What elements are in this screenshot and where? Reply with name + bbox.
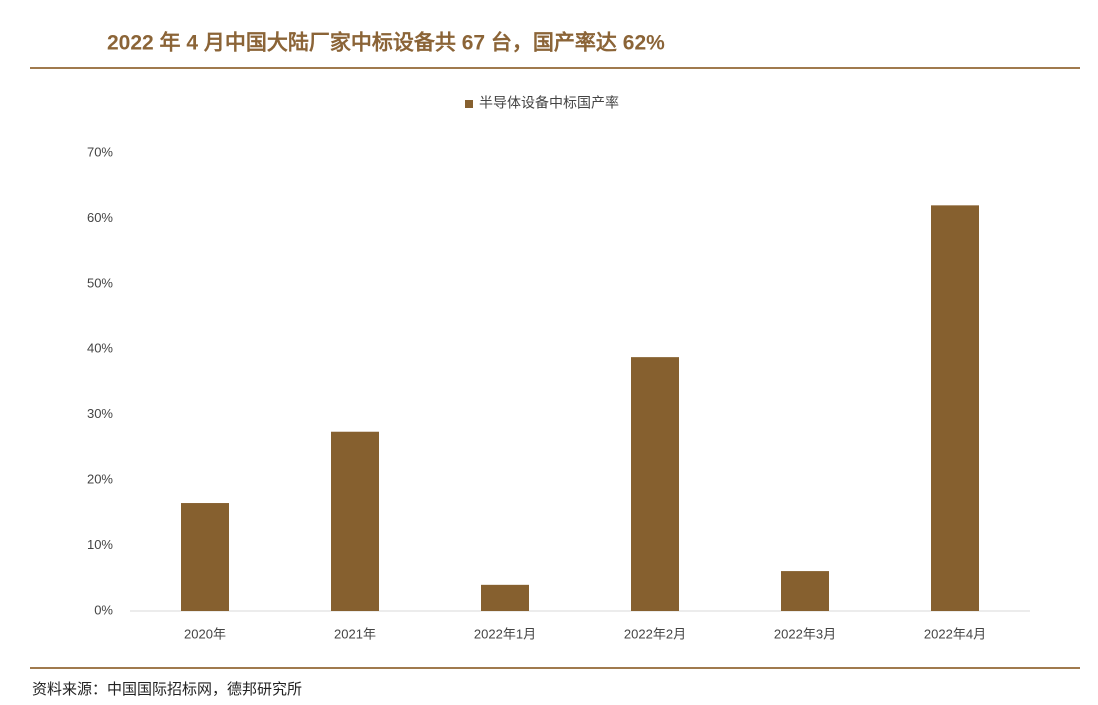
x-tick-label: 2022年4月 [924,626,986,641]
y-tick-label: 0% [94,602,113,617]
bar [631,357,679,611]
bar [181,503,229,611]
x-tick-label: 2022年3月 [774,626,836,641]
y-tick-label: 60% [87,210,113,225]
y-tick-label: 40% [87,341,113,356]
y-tick-label: 50% [87,275,113,290]
bar [481,584,529,611]
source-note: 资料来源：中国国际招标网，德邦研究所 [32,680,302,698]
x-tick-label: 2020年 [184,626,226,641]
bar [331,431,379,611]
x-tick-label: 2021年 [334,626,376,641]
y-tick-label: 30% [87,406,113,421]
bar [781,571,829,611]
y-tick-label: 70% [87,144,113,159]
y-tick-label: 10% [87,537,113,552]
legend-label: 半导体设备中标国产率 [479,95,619,111]
chart-title: 2022 年 4 月中国大陆厂家中标设备共 67 台，国产率达 62% [107,31,665,55]
y-tick-label: 20% [87,472,113,487]
x-tick-label: 2022年1月 [474,626,536,641]
bar [931,205,979,612]
legend-swatch [465,100,473,108]
x-tick-label: 2022年2月 [624,626,686,641]
